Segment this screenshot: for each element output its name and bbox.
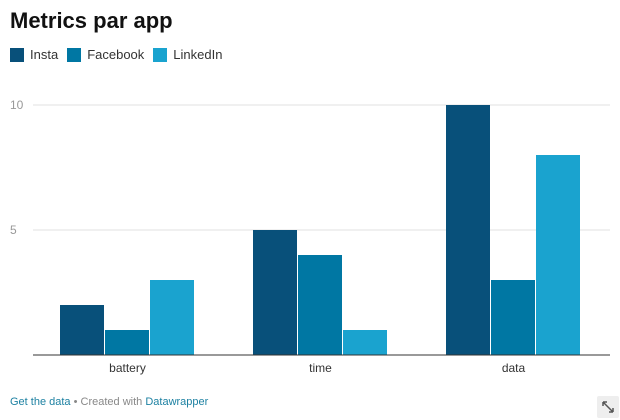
legend-label-linkedin: LinkedIn: [173, 47, 223, 62]
datawrapper-link[interactable]: Datawrapper: [145, 396, 209, 408]
legend-swatch-insta: [10, 47, 24, 62]
bar-insta-time: [253, 230, 297, 355]
y-tick-label-10: 10: [10, 98, 24, 112]
bar-insta-battery: [60, 305, 104, 355]
legend-swatch-facebook: [67, 47, 82, 62]
expand-arrows-icon: [602, 401, 614, 413]
get-data-link[interactable]: Get the data: [10, 396, 71, 408]
chart-title: Metrics par app: [10, 8, 173, 33]
bar-linkedin-data: [536, 155, 580, 355]
x-tick-label-battery: battery: [109, 361, 146, 375]
bar-facebook-battery: [105, 330, 149, 355]
footer: Get the data • Created with Datawrapper: [10, 396, 208, 408]
expand-button[interactable]: [597, 396, 619, 418]
legend-item-facebook: Facebook: [67, 47, 144, 62]
legend-swatch-linkedin: [153, 47, 168, 62]
legend-label-facebook: Facebook: [87, 47, 145, 62]
bar-chart: 5 10 battery time data: [10, 98, 610, 375]
legend-item-insta: Insta: [10, 47, 58, 62]
bar-insta-data: [446, 105, 490, 355]
legend: Insta Facebook LinkedIn: [10, 47, 231, 62]
x-tick-label-time: time: [309, 361, 332, 375]
y-tick-label-5: 5: [10, 223, 17, 237]
legend-label-insta: Insta: [30, 47, 59, 62]
legend-item-linkedin: LinkedIn: [153, 47, 222, 62]
bar-linkedin-time: [343, 330, 387, 355]
bar-facebook-time: [298, 255, 342, 355]
footer-credit-text: • Created with: [70, 396, 146, 408]
x-tick-label-data: data: [502, 361, 526, 375]
bar-facebook-data: [491, 280, 535, 355]
bar-linkedin-battery: [150, 280, 194, 355]
